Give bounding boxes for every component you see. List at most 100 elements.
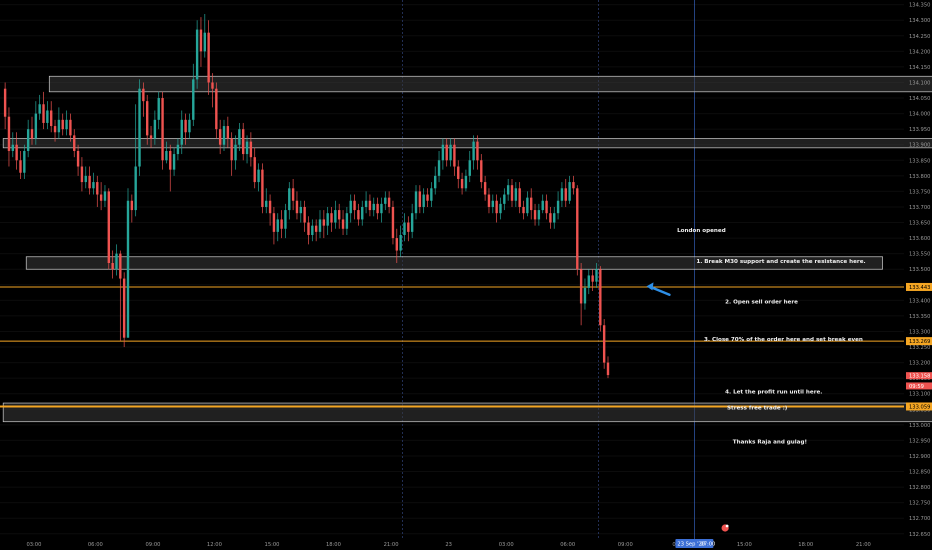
candle-body[interactable] <box>50 110 53 127</box>
candle-body[interactable] <box>314 225 318 232</box>
candle[interactable] <box>441 138 445 170</box>
event-marker-icon[interactable] <box>721 524 729 532</box>
candle[interactable] <box>199 17 203 67</box>
candle-body[interactable] <box>153 119 157 139</box>
candle-body[interactable] <box>122 278 126 338</box>
zone-rect-1[interactable] <box>48 75 932 93</box>
candle-body[interactable] <box>572 182 575 189</box>
candle[interactable] <box>15 132 18 170</box>
candle[interactable] <box>522 200 525 220</box>
candle[interactable] <box>195 20 199 89</box>
candle[interactable] <box>530 188 533 220</box>
candle[interactable] <box>111 250 114 279</box>
candle[interactable] <box>372 197 375 217</box>
candle[interactable] <box>295 191 299 220</box>
candle-body[interactable] <box>107 191 110 263</box>
candle-body[interactable] <box>88 175 91 189</box>
zone-rectangles[interactable] <box>2 75 932 423</box>
price-axis[interactable]: 134.350 134.300 134.250 134.200 134.150 134.1… <box>906 3 932 538</box>
candle[interactable] <box>261 163 264 214</box>
candle[interactable] <box>495 194 498 223</box>
candle-body[interactable] <box>399 234 402 251</box>
candle-body[interactable] <box>157 98 160 120</box>
candle-body[interactable] <box>556 200 560 214</box>
candle-body[interactable] <box>99 194 103 201</box>
candle-body[interactable] <box>384 197 387 204</box>
candle-body[interactable] <box>76 150 80 167</box>
candle[interactable] <box>437 150 441 183</box>
candle-body[interactable] <box>579 269 583 304</box>
candle-body[interactable] <box>249 141 253 158</box>
candle-body[interactable] <box>307 222 310 235</box>
candle-body[interactable] <box>491 200 494 207</box>
candle-body[interactable] <box>23 150 26 173</box>
candle[interactable] <box>606 356 610 379</box>
candle-body[interactable] <box>545 200 548 214</box>
candle-body[interactable] <box>149 135 153 139</box>
candle-body[interactable] <box>403 222 406 235</box>
candle[interactable] <box>545 194 548 220</box>
candle[interactable] <box>203 14 206 58</box>
candle-body[interactable] <box>111 262 114 270</box>
candle[interactable] <box>84 166 87 189</box>
candle[interactable] <box>338 203 341 229</box>
candle-body[interactable] <box>61 119 64 130</box>
candle[interactable] <box>126 188 130 338</box>
candle-body[interactable] <box>499 203 502 214</box>
candle[interactable] <box>272 206 276 245</box>
candle[interactable] <box>449 138 452 167</box>
candle-body[interactable] <box>115 253 118 270</box>
candle[interactable] <box>146 94 149 145</box>
candle[interactable] <box>103 185 107 207</box>
candle[interactable] <box>560 182 564 207</box>
candle[interactable] <box>487 188 491 214</box>
candle[interactable] <box>226 116 230 148</box>
candle-body[interactable] <box>138 88 141 167</box>
candle-body[interactable] <box>380 203 383 214</box>
candle[interactable] <box>361 200 364 226</box>
candle-body[interactable] <box>276 219 279 232</box>
candle-body[interactable] <box>245 141 249 155</box>
candle-body[interactable] <box>19 160 22 173</box>
candle[interactable] <box>387 191 391 214</box>
candle-body[interactable] <box>514 188 518 201</box>
candle-body[interactable] <box>119 253 122 279</box>
candle-body[interactable] <box>472 141 475 161</box>
candle[interactable] <box>192 63 195 127</box>
candle-body[interactable] <box>34 113 38 139</box>
candle-body[interactable] <box>26 129 30 151</box>
candle[interactable] <box>303 200 306 232</box>
candle-body[interactable] <box>568 182 571 201</box>
candle[interactable] <box>599 266 602 332</box>
candle-body[interactable] <box>142 88 145 102</box>
candle[interactable] <box>268 194 272 226</box>
candle[interactable] <box>242 122 245 161</box>
candle-body[interactable] <box>57 119 61 133</box>
candle[interactable] <box>410 203 414 239</box>
candle[interactable] <box>80 157 84 192</box>
candle[interactable] <box>453 138 456 176</box>
candle-body[interactable] <box>480 160 483 183</box>
candle-body[interactable] <box>353 200 356 211</box>
candle[interactable] <box>69 113 72 142</box>
candle-body[interactable] <box>541 200 544 211</box>
candle[interactable] <box>576 185 579 276</box>
candle[interactable] <box>483 175 487 201</box>
candle-body[interactable] <box>46 110 49 123</box>
candle[interactable] <box>556 191 560 220</box>
candle[interactable] <box>526 191 529 217</box>
candle-body[interactable] <box>218 129 222 145</box>
candle[interactable] <box>380 197 383 223</box>
candle[interactable] <box>314 219 318 242</box>
candle[interactable] <box>38 94 41 120</box>
candle[interactable] <box>88 166 91 195</box>
candle[interactable] <box>253 147 256 189</box>
candle-body[interactable] <box>165 150 168 161</box>
candle[interactable] <box>115 244 118 276</box>
candle-body[interactable] <box>468 160 471 176</box>
candle-body[interactable] <box>418 191 422 207</box>
candle[interactable] <box>169 144 172 192</box>
candle-body[interactable] <box>265 200 268 207</box>
candle[interactable] <box>234 135 237 170</box>
candle[interactable] <box>238 122 241 151</box>
